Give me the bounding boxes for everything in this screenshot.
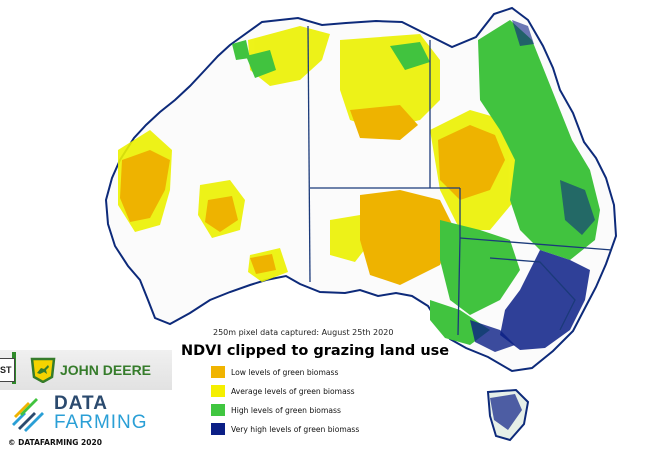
legend-label-high: High levels of green biomass [231, 405, 341, 415]
legend-item-very-high: Very high levels of green biomass [211, 421, 359, 437]
legend-item-low: Low levels of green biomass [211, 364, 359, 380]
data-farming-logo-icon [12, 398, 44, 432]
legend-swatch-high [211, 404, 225, 416]
legend-label-very-high: Very high levels of green biomass [231, 424, 360, 434]
legend-swatch-low [211, 366, 225, 378]
legend-label-low: Low levels of green biomass [231, 367, 339, 377]
state-boundaries [307, 25, 613, 336]
copyright-notice: © DATAFARMING 2020 [8, 438, 102, 447]
legend-swatch-very-high [211, 423, 225, 435]
legend-swatch-average [211, 385, 225, 397]
sponsor-tab-fragment: ST [0, 358, 15, 382]
capture-date-caption: 250m pixel data captured: August 25th 20… [213, 328, 394, 337]
brand-line-farming: FARMING [54, 412, 148, 433]
legend-item-high: High levels of green biomass [211, 402, 359, 418]
sponsor-panel [0, 350, 172, 390]
ndvi-very-high-regions [470, 20, 595, 430]
ndvi-low-regions [120, 105, 505, 285]
map-title: NDVI clipped to grazing land use [181, 343, 450, 359]
legend-label-average: Average levels of green biomass [231, 386, 355, 396]
brand-line-data: DATA [54, 393, 108, 414]
john-deere-deer-icon [30, 357, 56, 383]
sponsor-name: JOHN DEERE [60, 362, 152, 378]
legend: Low levels of green biomass Average leve… [211, 364, 359, 440]
legend-item-average: Average levels of green biomass [211, 383, 359, 399]
